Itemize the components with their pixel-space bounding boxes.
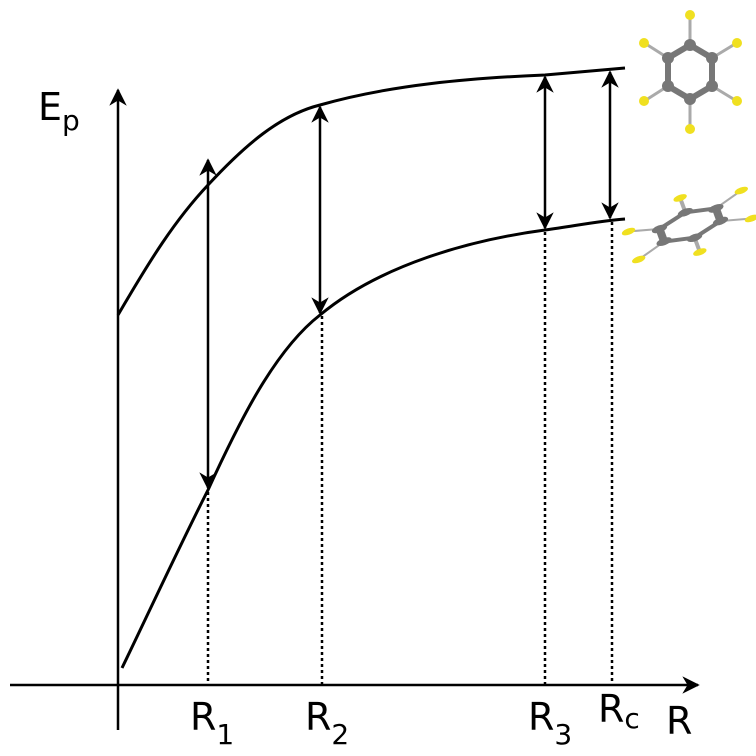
lower-curve <box>122 219 625 668</box>
marker-label: R3 <box>528 695 572 751</box>
drop-lines <box>208 222 612 685</box>
arrows <box>208 72 610 488</box>
upper-curve <box>118 68 625 315</box>
x-label: R <box>666 699 692 743</box>
marker-label: R2 <box>305 695 349 751</box>
diagram: Ep R R1 R2 R3 Rc <box>0 0 756 756</box>
marker-label: Rc <box>598 687 640 735</box>
curves <box>118 68 625 668</box>
y-label: Ep <box>38 85 80 137</box>
molecule-planar <box>639 10 742 134</box>
molecule-distorted <box>616 172 756 278</box>
marker-label: R1 <box>190 695 234 751</box>
axes <box>10 90 698 730</box>
